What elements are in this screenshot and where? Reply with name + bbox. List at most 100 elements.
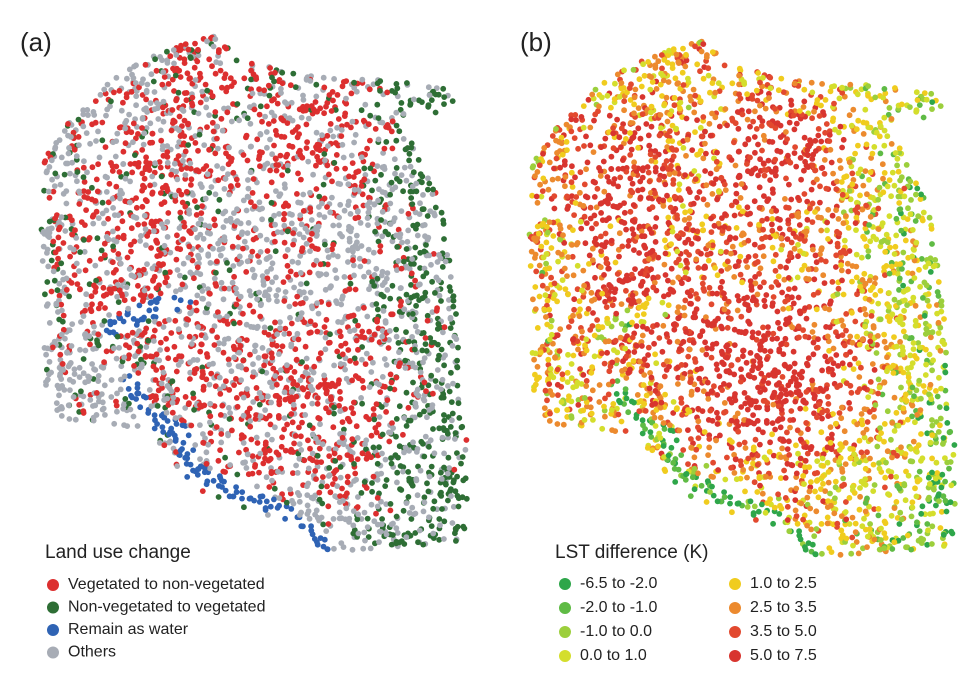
land-use-dot — [262, 505, 269, 511]
lst-dot — [570, 272, 577, 279]
land-use-dot — [76, 268, 82, 274]
land-use-dot — [384, 270, 391, 276]
land-use-dot — [122, 125, 129, 132]
land-use-dot — [233, 489, 240, 495]
lst-dot — [888, 512, 895, 519]
lst-dot — [706, 444, 713, 451]
lst-dot — [830, 170, 836, 177]
lst-dot — [794, 274, 801, 281]
land-use-dot — [204, 87, 211, 94]
land-use-dot — [213, 269, 219, 276]
land-use-dot — [50, 188, 57, 195]
land-use-dot — [439, 506, 445, 512]
land-use-dot — [353, 232, 360, 239]
lst-dot — [833, 264, 839, 270]
land-use-dot — [390, 532, 396, 538]
land-use-dot — [157, 190, 164, 196]
land-use-dot — [341, 113, 348, 119]
land-use-dot — [248, 199, 254, 206]
lst-dot — [551, 205, 558, 212]
land-use-dot — [58, 154, 65, 161]
land-use-dot — [288, 411, 295, 417]
lst-dot — [871, 367, 878, 373]
lst-dot — [639, 430, 646, 437]
land-use-dot — [152, 56, 159, 63]
lst-dot — [852, 318, 859, 325]
land-use-dot — [364, 145, 370, 152]
land-use-dot — [442, 258, 449, 265]
land-use-dot — [240, 459, 247, 466]
land-use-dot — [337, 201, 344, 208]
land-use-dot — [374, 306, 381, 313]
land-use-dot — [322, 157, 328, 164]
land-use-dot — [69, 217, 75, 224]
land-use-dot — [416, 211, 423, 218]
land-use-dot — [53, 140, 60, 146]
land-use-dot — [429, 402, 436, 408]
land-use-dot — [267, 379, 273, 386]
land-use-dot — [215, 145, 221, 152]
land-use-dot — [325, 254, 332, 261]
land-use-dot — [378, 171, 384, 178]
land-use-dot — [191, 370, 198, 376]
land-use-dot — [165, 210, 172, 216]
land-use-dot — [387, 385, 393, 392]
land-use-dot — [186, 228, 193, 235]
land-use-dot — [204, 124, 210, 130]
land-use-dot — [92, 198, 99, 204]
land-use-dot — [217, 391, 224, 397]
land-use-dot — [67, 253, 73, 260]
land-use-dot — [447, 274, 454, 280]
land-use-dot — [291, 369, 298, 375]
land-use-dot — [389, 238, 396, 245]
land-use-dot — [293, 393, 300, 400]
land-use-dot — [221, 186, 228, 192]
land-use-dot — [164, 418, 171, 424]
land-use-dot — [250, 457, 256, 464]
land-use-dot — [448, 369, 454, 376]
land-use-dot — [251, 106, 258, 113]
land-use-dot — [215, 49, 222, 56]
land-use-dot — [243, 134, 249, 141]
land-use-dot — [354, 435, 361, 441]
land-use-dot — [321, 214, 328, 221]
land-use-dot — [248, 60, 255, 67]
land-use-dot — [187, 160, 194, 167]
land-use-dot — [282, 515, 288, 522]
lst-dot — [731, 139, 737, 146]
land-use-dot — [191, 64, 198, 71]
land-use-dot — [324, 162, 331, 169]
lst-dot — [846, 400, 852, 406]
land-use-dot — [249, 373, 256, 380]
land-use-dot — [103, 189, 110, 195]
land-use-dot — [275, 162, 282, 169]
land-use-dot — [396, 443, 403, 450]
land-use-dot — [161, 442, 168, 449]
land-use-dot — [334, 92, 341, 98]
land-use-dot — [57, 351, 64, 358]
land-use-dot — [365, 121, 372, 128]
lst-dot — [884, 354, 890, 361]
land-use-dot — [412, 244, 419, 251]
land-use-dot — [290, 70, 297, 77]
land-use-dot — [93, 412, 100, 418]
lst-dot — [640, 61, 646, 68]
lst-dot — [747, 350, 754, 356]
land-use-dot — [160, 118, 167, 125]
lst-dot — [853, 251, 860, 258]
land-use-dot — [389, 420, 395, 426]
lst-dot — [770, 520, 776, 527]
land-use-dot — [275, 413, 282, 419]
land-use-dot — [220, 224, 227, 231]
land-use-dot — [439, 264, 446, 270]
land-use-dot — [207, 290, 213, 297]
land-use-dot — [308, 329, 314, 336]
land-use-dot — [350, 522, 357, 529]
land-use-dot — [395, 258, 402, 264]
land-use-dot — [44, 301, 51, 307]
land-use-dot — [122, 120, 128, 126]
lst-dot — [897, 509, 904, 516]
land-use-dot — [359, 400, 365, 407]
land-use-dot — [99, 119, 106, 126]
land-use-dot — [104, 174, 110, 181]
